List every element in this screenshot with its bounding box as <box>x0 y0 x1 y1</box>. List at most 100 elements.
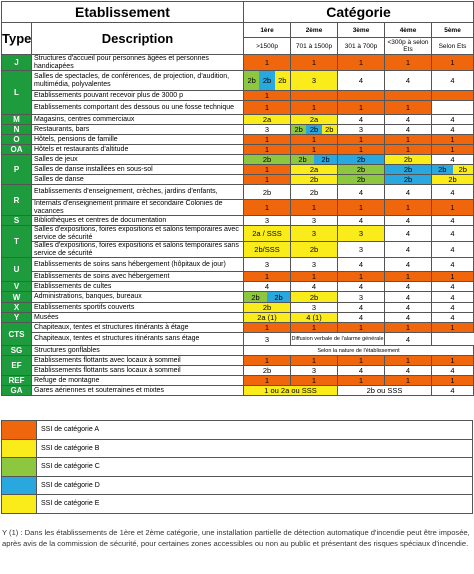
type-cell: T <box>1 225 32 258</box>
legend-row: SSI de catégorie C <box>1 457 473 477</box>
legend-swatch <box>1 494 37 514</box>
category-value-cell <box>337 90 385 101</box>
category-value-cell: 4 <box>430 124 474 135</box>
category-value-cell: 1 <box>290 144 338 155</box>
table-row: Etablissements pouvant recevoir plus de … <box>2 90 474 101</box>
description-cell: Magasins, centres commerciaux <box>31 114 244 125</box>
split-part: 2b <box>274 71 290 90</box>
category-value-cell: 1 <box>430 144 474 155</box>
table-row: REF Refuge de montagne 1 1 1 1 1 <box>1 375 474 386</box>
category-value-cell: 4 <box>337 257 385 272</box>
split-part: 2b <box>244 71 260 90</box>
category-value-cell: 2b <box>384 154 432 165</box>
table-row: Etablissements flottants sans locaux à s… <box>2 365 474 376</box>
table-row: V Etablissements de cultes 4 4 4 4 4 <box>1 281 474 292</box>
category-value-cell: 1 <box>243 90 291 101</box>
category-value-cell <box>384 90 432 101</box>
type-cell: S <box>1 215 32 226</box>
category-value-cell: 1 <box>290 100 338 115</box>
category-value-cell: 3 <box>290 302 338 313</box>
type-cell: SG <box>1 345 32 356</box>
description-cell: Gares aériennes et souterraines et mixte… <box>31 385 244 396</box>
split-part: 2b <box>291 155 314 164</box>
type-cell: GA <box>1 385 32 396</box>
category-value-cell: 2b <box>243 154 291 165</box>
legend-swatch <box>1 438 37 458</box>
category-value-cell: 1 <box>243 134 291 145</box>
table-row: Salles de danse installées en sous-sol 1 2… <box>2 164 474 175</box>
table-row: GA Gares aériennes et souterraines et mix… <box>1 385 474 396</box>
category-value-cell: 4 <box>430 70 474 91</box>
range-5: Selon Ets <box>430 37 474 55</box>
category-value-cell: 4 <box>430 302 474 313</box>
category-value-cell: 1 <box>337 100 385 115</box>
table-row: Salles de danse 1 2b 2b 2b 2b <box>2 174 474 185</box>
type-header: Type <box>1 22 32 55</box>
description-cell: Hôtels, pensions de famille <box>31 134 244 145</box>
type-cell: EF <box>1 355 32 376</box>
category-value-cell: 4 <box>337 365 385 376</box>
range-3: 301 à 700p <box>337 37 385 55</box>
category-value-cell: 3 <box>243 332 291 346</box>
category-value-cell: 4 <box>337 302 385 313</box>
category-value-cell: 4 <box>384 114 432 125</box>
range-2: 701 à 1500p <box>290 37 338 55</box>
cat-3-header: 3ème <box>337 22 385 38</box>
category-value-cell: 4 <box>384 241 432 258</box>
description-cell: Etablissements flottants sans locaux à s… <box>31 365 244 376</box>
category-value-cell: 3 <box>290 257 338 272</box>
category-value-cell: 1 <box>243 174 291 185</box>
description-cell: Bibliothèques et centres de documentatio… <box>31 215 244 226</box>
split-part: 2b <box>306 125 322 134</box>
category-value-cell: 1 <box>337 54 385 71</box>
category-value-cell: Selon la nature de l'établissement <box>242 345 474 356</box>
cat-2-header: 2ème <box>290 22 338 38</box>
category-value-cell: 1 ou 2a ou SSS <box>243 385 338 396</box>
category-value-cell: 4 <box>384 124 432 135</box>
description-header: Description <box>31 22 244 55</box>
category-value-cell: 4 <box>290 281 338 292</box>
category-value-cell: 1 <box>384 271 432 282</box>
category-value-cell: 4 <box>384 225 432 242</box>
description-cell: Etablissements flottants avec locaux à s… <box>31 355 244 366</box>
description-cell: Etablissements pouvant recevoir plus de … <box>31 90 244 101</box>
description-cell: Chapiteaux, tentes et structures itinéra… <box>31 322 244 333</box>
category-value-cell: 4 <box>384 332 432 346</box>
description-cell: Salles d'expositions, foires expositions… <box>31 225 244 242</box>
category-value-cell: 4 <box>430 291 474 303</box>
category-value-cell: 1 <box>384 322 432 333</box>
split-cell: 2b 2b 2b <box>291 125 337 134</box>
category-value-cell: 3 <box>290 70 338 91</box>
category-value-cell: 2b <box>243 184 291 200</box>
table-row: Y Musées 2a (1) 4 (1) 4 4 4 <box>1 312 474 323</box>
description-cell: Salles de jeux <box>31 154 244 165</box>
category-value-cell: 2b ou SSS <box>337 385 432 396</box>
etablissement-header: Etablissement <box>1 1 244 23</box>
category-value-cell: 1 <box>290 54 338 71</box>
category-value-cell: 1 <box>430 54 474 71</box>
type-cell: CTS <box>1 322 32 346</box>
type-cell: V <box>1 281 32 292</box>
legend-row: SSI de catégorie B <box>1 438 473 458</box>
category-value-cell: 2b 2b <box>243 291 291 303</box>
category-value-cell: 2b <box>337 174 385 185</box>
category-value-cell: 1 <box>337 134 385 145</box>
split-cell: 2b 2b 2b <box>244 71 290 90</box>
footnote: Y (1) : Dans les établissements de 1ère … <box>2 528 470 548</box>
category-value-cell: 1 <box>243 100 291 115</box>
category-value-cell: 1 <box>290 355 338 366</box>
category-value-cell: 4 <box>384 257 432 272</box>
table-row: U Etablissements de soins sans hébergemen… <box>1 257 474 282</box>
category-value-cell: 4 <box>430 114 474 125</box>
category-value-cell: 4 (1) <box>290 312 338 323</box>
category-value-cell: Diffusion verbale de l'alarme générale <box>290 332 385 346</box>
table-row: Salles d'expositions, foires expositions… <box>2 241 474 258</box>
table-row: M Magasins, centres commerciaux 2a 2a 4 4 4 <box>1 114 474 125</box>
table-row: S Bibliothèques et centres de documentati… <box>1 215 474 226</box>
description-cell: Hôtels et restaurants d'altitude <box>31 144 244 155</box>
category-value-cell: 1 <box>337 144 385 155</box>
table-row: T Salles d'expositions, foires exposition… <box>1 225 474 258</box>
category-value-cell: 1 <box>384 199 432 216</box>
cat-1-header: 1ère <box>243 22 291 38</box>
type-cell: O <box>1 134 32 145</box>
